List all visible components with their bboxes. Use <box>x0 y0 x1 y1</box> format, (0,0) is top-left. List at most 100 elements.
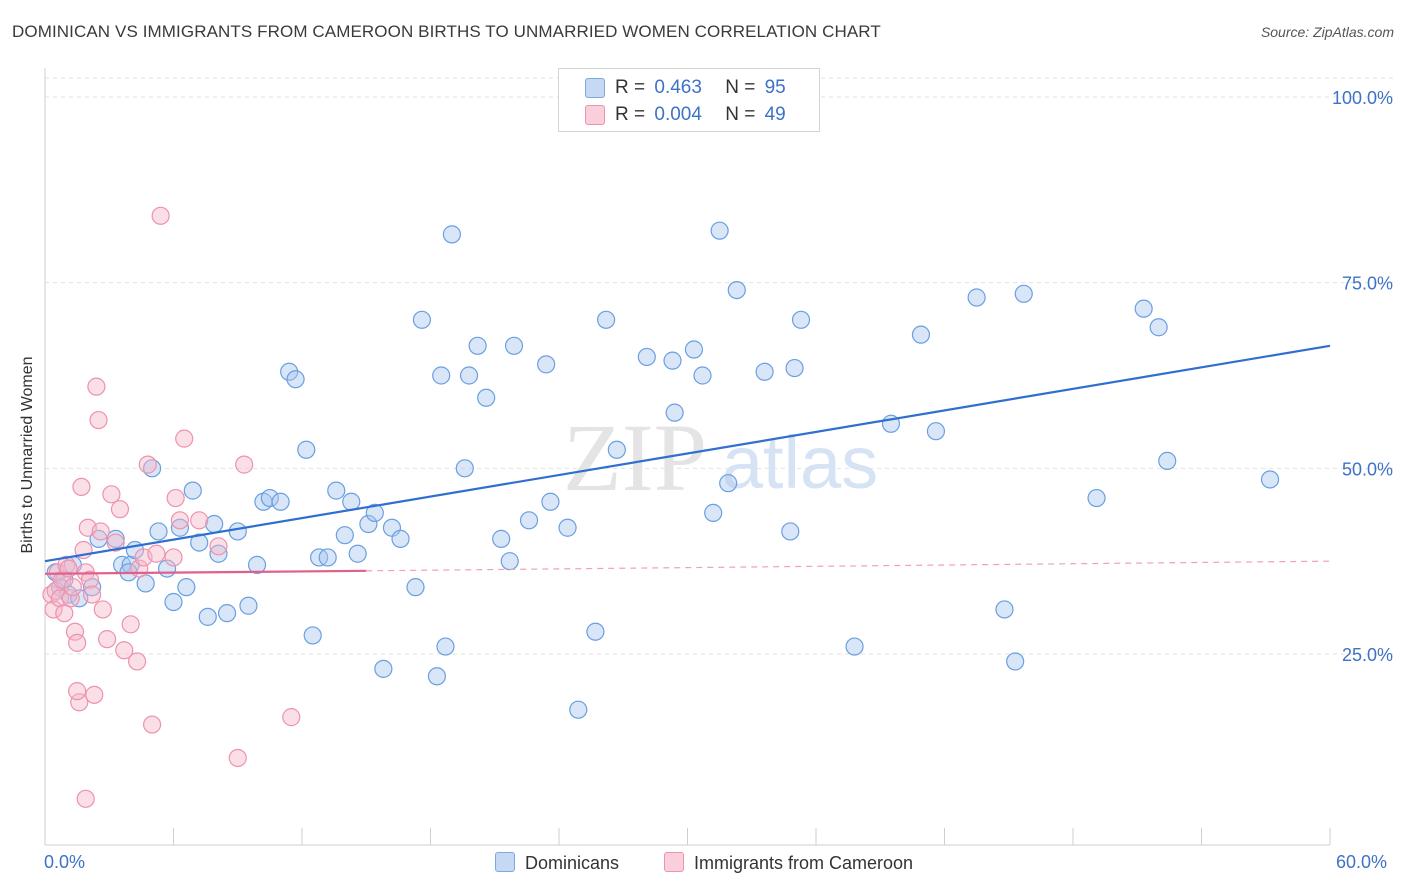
legend-n-label: N = <box>725 104 756 125</box>
point-cameroon <box>91 522 110 541</box>
point-dominican <box>217 604 237 623</box>
point-dominican <box>537 355 556 374</box>
trend-lines <box>44 344 1331 575</box>
legend-swatch-cameroon <box>664 852 684 872</box>
point-dominican <box>663 351 682 370</box>
point-dominican <box>391 529 410 548</box>
x-tick-max: 60.0% <box>1336 852 1388 872</box>
point-dominican <box>1087 488 1106 508</box>
point-dominican <box>359 514 378 534</box>
point-dominican <box>558 518 577 537</box>
point-dominican <box>432 366 451 385</box>
point-dominican <box>327 481 346 500</box>
chart-title: DOMINICAN VS IMMIGRANTS FROM CAMEROON BI… <box>12 22 881 41</box>
point-dominican <box>297 440 316 459</box>
point-dominican <box>365 503 384 522</box>
point-dominican <box>1134 299 1153 318</box>
point-dominican <box>190 533 209 552</box>
point-dominican <box>1149 318 1168 337</box>
point-dominican <box>1014 284 1033 303</box>
point-dominican <box>504 336 524 355</box>
point-dominican <box>239 596 258 615</box>
point-dominican <box>427 667 447 686</box>
point-dominican <box>995 600 1014 619</box>
point-cameroon <box>138 455 157 474</box>
point-cameroon <box>70 693 89 712</box>
point-dominican <box>177 578 196 597</box>
point-dominican <box>303 626 322 645</box>
point-cameroon <box>89 410 108 430</box>
watermark-zip: ZIP <box>563 404 707 511</box>
point-dominican <box>164 592 183 612</box>
point-cameroon <box>115 641 134 660</box>
point-cameroon <box>98 630 117 649</box>
point-dominican <box>318 548 337 567</box>
legend-r-value: 0.004 <box>654 104 702 125</box>
point-dominican <box>710 221 729 240</box>
point-dominican <box>286 370 305 389</box>
correlation-legend: R = 0.463 N = 95 R = 0.004 N = 49 <box>558 68 820 132</box>
point-dominican <box>412 310 432 329</box>
point-dominican <box>500 552 519 571</box>
legend-n-value: 49 <box>764 104 786 125</box>
point-dominican <box>492 529 511 548</box>
point-dominican <box>693 366 712 385</box>
point-dominican <box>911 325 931 344</box>
point-cameroon <box>50 589 70 608</box>
point-cameroon <box>63 578 82 597</box>
point-dominican <box>541 492 560 511</box>
point-cameroon <box>209 537 228 556</box>
legend-r-value: 0.463 <box>654 77 702 98</box>
point-cameroon <box>102 485 121 504</box>
y-tick-label: 50.0% <box>1342 459 1393 479</box>
legend-label-cameroon: Immigrants from Cameroon <box>694 853 914 873</box>
source-label: Source: ZipAtlas.com <box>1260 24 1394 40</box>
y-tick-label: 25.0% <box>1342 645 1393 665</box>
point-dominican <box>260 488 279 508</box>
point-dominican <box>785 358 804 378</box>
point-dominican <box>727 280 746 300</box>
point-cameroon <box>80 570 100 589</box>
point-dominican <box>209 544 228 563</box>
point-dominican <box>170 518 190 537</box>
point-cameroon <box>68 682 87 701</box>
point-dominican <box>586 622 605 641</box>
trend-line-cameroon <box>44 569 367 575</box>
point-dominican <box>665 403 684 422</box>
legend-label-dominicans: Dominicans <box>525 853 620 873</box>
point-dominican <box>459 366 479 385</box>
trend-line-dominicans <box>44 344 1331 563</box>
point-dominican <box>436 637 455 656</box>
point-dominican <box>468 336 487 355</box>
point-dominican <box>704 503 723 522</box>
point-dominican <box>519 511 539 530</box>
point-cameroon <box>175 429 194 448</box>
trend-line-cameroon-extension <box>366 560 1331 572</box>
x-tick-min: 0.0% <box>44 852 86 872</box>
point-dominican <box>719 474 738 493</box>
point-dominican <box>406 578 425 597</box>
point-cameroon <box>121 615 140 634</box>
point-cameroon <box>83 585 102 604</box>
point-dominican <box>1260 470 1280 489</box>
point-cameroon <box>166 488 185 508</box>
point-dominican <box>342 492 361 511</box>
point-cameroon <box>170 511 190 530</box>
point-cameroon <box>228 748 247 768</box>
point-dominican <box>755 362 774 381</box>
legend-r-label: R = <box>615 77 646 98</box>
point-dominican <box>442 225 462 244</box>
legend-n-label: N = <box>725 77 756 98</box>
y-tick-label: 75.0% <box>1342 274 1393 294</box>
point-dominican <box>607 440 626 459</box>
point-dominican <box>967 288 986 307</box>
point-dominican <box>1006 652 1025 671</box>
legend-swatch-cameroon <box>585 105 605 125</box>
point-cameroon <box>68 633 87 652</box>
point-cameroon <box>190 511 209 530</box>
watermark-atlas: atlas <box>722 421 878 504</box>
point-dominican <box>183 481 202 500</box>
point-dominican <box>348 544 367 563</box>
legend-swatch-dominicans <box>585 78 605 98</box>
